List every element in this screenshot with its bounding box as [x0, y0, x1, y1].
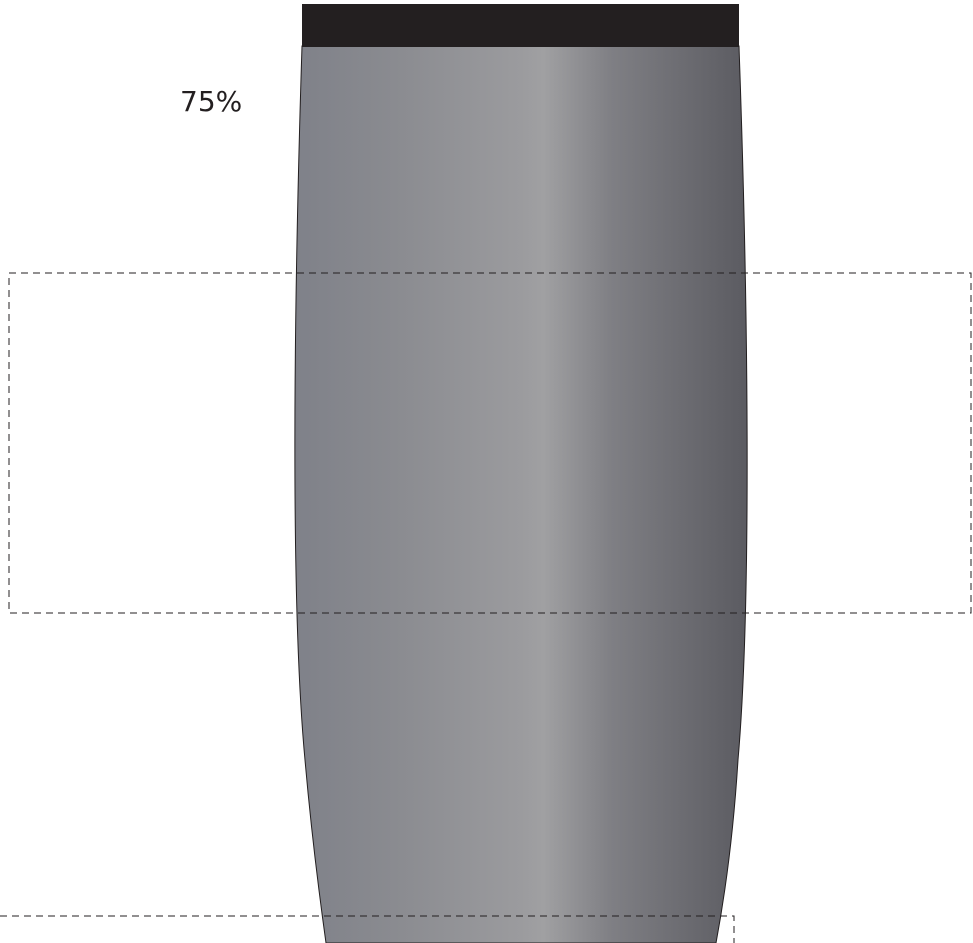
tube-cap — [302, 4, 739, 47]
zoom-level-label: 75% — [180, 85, 243, 118]
tube-body — [294, 45, 748, 943]
label-area-guide — [8, 272, 972, 614]
bottom-guide — [0, 915, 735, 943]
